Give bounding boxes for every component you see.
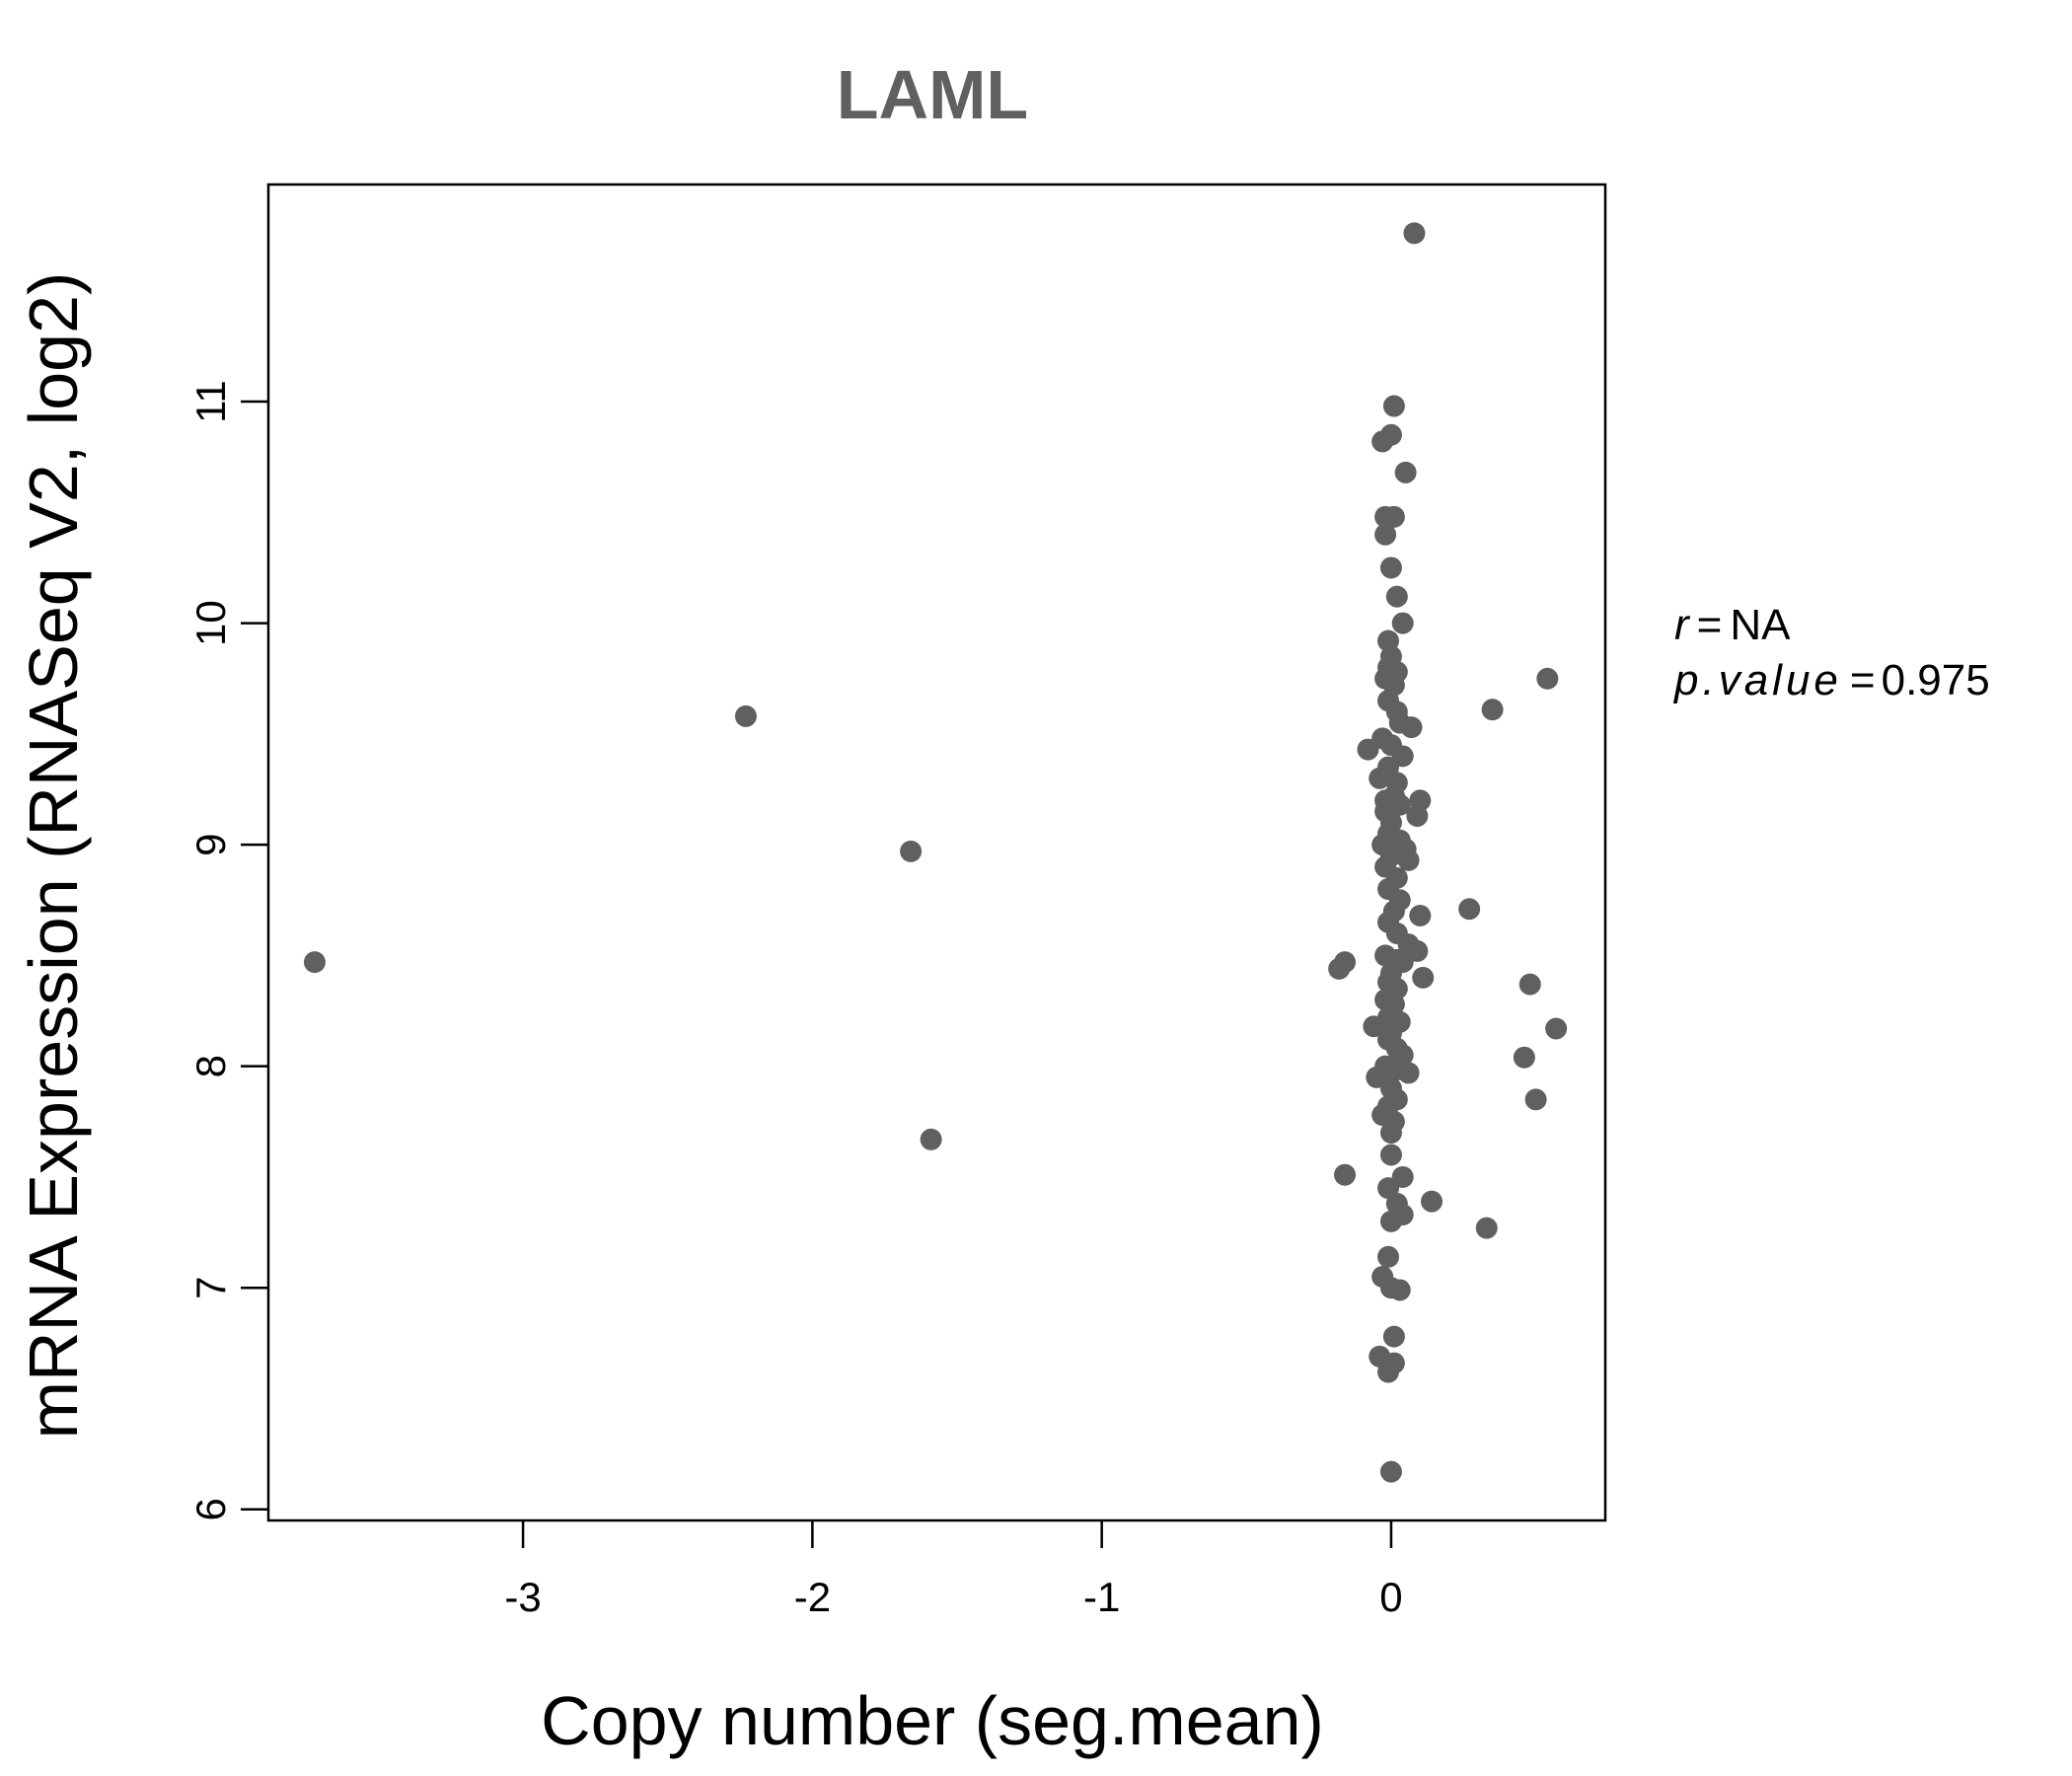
data-point xyxy=(1382,505,1405,528)
data-point xyxy=(1458,898,1481,921)
data-point xyxy=(1388,1279,1411,1301)
x-tick-label: -1 xyxy=(1083,1574,1120,1620)
data-point xyxy=(1397,1062,1420,1084)
data-point xyxy=(1391,612,1414,634)
correlation-annotation: r = NA p.value = 0.975 xyxy=(1672,601,1990,704)
data-point xyxy=(1518,973,1541,996)
data-point xyxy=(1382,395,1405,417)
p-label: p.value xyxy=(1672,656,1842,704)
x-axis: -3 -2 -1 0 xyxy=(504,1520,1403,1620)
r-label: r xyxy=(1674,601,1691,649)
data-point xyxy=(1406,804,1429,827)
data-point xyxy=(1513,1046,1535,1069)
data-point xyxy=(1377,1361,1400,1383)
x-axis-label: Copy number (seg.mean) xyxy=(541,1682,1324,1759)
y-tick-label: 7 xyxy=(187,1277,234,1299)
data-point xyxy=(734,704,757,727)
data-point xyxy=(1369,767,1391,789)
data-point xyxy=(1379,1144,1402,1166)
data-point xyxy=(920,1128,942,1150)
data-point xyxy=(1363,1015,1385,1038)
p-annotation: p.value = 0.975 xyxy=(1672,656,1990,704)
data-point xyxy=(1475,1217,1498,1239)
data-point xyxy=(1334,1163,1357,1186)
r-value: NA xyxy=(1730,601,1791,649)
data-point xyxy=(1374,523,1397,546)
data-point xyxy=(1409,904,1432,926)
data-point xyxy=(1379,1460,1402,1483)
chart-title: LAML xyxy=(837,56,1028,133)
data-point xyxy=(900,840,923,862)
data-point xyxy=(303,951,326,974)
data-point xyxy=(1421,1190,1443,1213)
data-point xyxy=(1394,461,1417,483)
data-point xyxy=(1400,716,1423,739)
data-point xyxy=(1385,585,1408,608)
data-point xyxy=(1545,1017,1568,1040)
x-tick-label: -2 xyxy=(794,1574,831,1620)
data-point xyxy=(1481,699,1504,721)
y-axis-label: mRNA Expression (RNASeq V2, log2) xyxy=(15,272,92,1440)
data-point xyxy=(1379,556,1402,579)
data-point xyxy=(1397,849,1420,871)
y-tick-label: 11 xyxy=(187,380,234,423)
y-axis: 6 7 8 9 10 11 xyxy=(187,380,268,1520)
y-tick-label: 8 xyxy=(187,1055,234,1077)
data-point xyxy=(1379,1122,1402,1145)
data-point xyxy=(1371,430,1394,453)
plot-frame xyxy=(266,183,1607,1522)
data-point xyxy=(1412,966,1435,989)
data-point xyxy=(1377,1245,1400,1268)
data-point xyxy=(1403,222,1426,245)
data-point xyxy=(1357,738,1379,761)
data-point xyxy=(1382,1325,1405,1348)
data-point xyxy=(1379,1210,1402,1232)
y-tick-label: 10 xyxy=(187,600,234,646)
data-point xyxy=(1328,957,1351,980)
data-points xyxy=(303,222,1568,1483)
r-annotation: r = NA xyxy=(1674,601,1791,649)
data-point xyxy=(1524,1088,1547,1111)
y-tick-label: 9 xyxy=(187,833,234,855)
x-tick-label: 0 xyxy=(1379,1574,1402,1620)
y-tick-label: 6 xyxy=(187,1498,234,1520)
p-value: 0.975 xyxy=(1882,656,1990,704)
data-point xyxy=(1536,667,1559,690)
x-tick-label: -3 xyxy=(504,1574,541,1620)
